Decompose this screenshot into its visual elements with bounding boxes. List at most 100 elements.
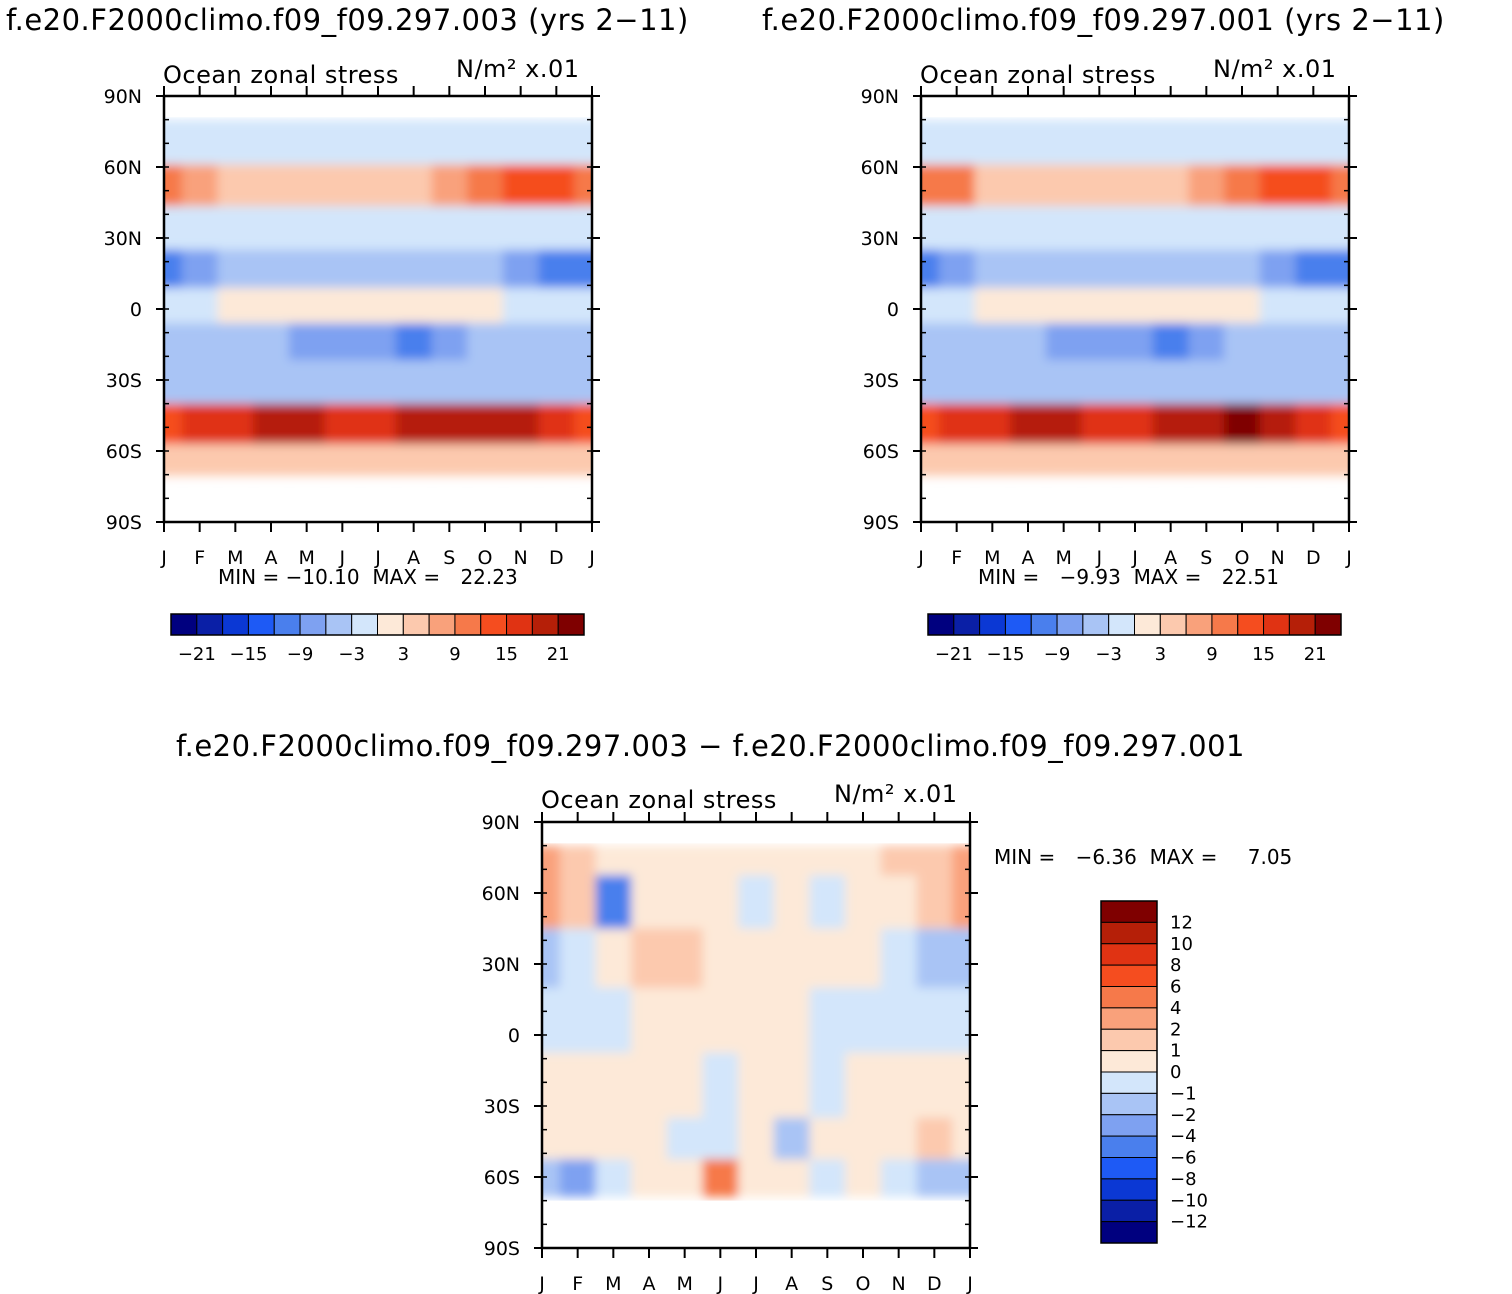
- left-ytick-label: 60N: [104, 157, 142, 179]
- right-xtick-label: S: [1200, 547, 1212, 569]
- right-cell: [1188, 359, 1226, 405]
- left-cell: [574, 403, 592, 445]
- right-colorbar-label: 9: [1206, 644, 1217, 665]
- diff-cell: [666, 1052, 704, 1119]
- right-colorbar-swatch: [979, 613, 1006, 636]
- diff-colorbar-label: −4: [1170, 1126, 1197, 1147]
- left-cell: [164, 403, 183, 445]
- diff-cell: [559, 845, 597, 877]
- right-cell: [1295, 164, 1333, 208]
- diff-cell: [773, 845, 811, 877]
- left-cell: [288, 206, 326, 251]
- left-cell: [395, 206, 433, 251]
- left-cell: [181, 359, 219, 405]
- diff-cell: [916, 987, 954, 1054]
- left-cell: [324, 287, 362, 325]
- left-xtick-label: S: [443, 547, 455, 569]
- right-cell: [1152, 164, 1190, 208]
- right-cell: [1331, 443, 1349, 476]
- diff-heatmap-cells: [542, 845, 970, 1197]
- left-cell: [395, 249, 433, 289]
- diff-land-mask: [542, 1200, 970, 1248]
- right-xtick-label: F: [951, 547, 962, 569]
- left-cell: [217, 249, 255, 289]
- left-cell: [253, 403, 290, 445]
- right-cell: [1259, 249, 1297, 289]
- left-cell: [360, 359, 397, 405]
- left-cell: [467, 287, 504, 325]
- left-cell: [467, 119, 504, 166]
- right-arctic-mask: [921, 96, 1349, 118]
- right-cell: [921, 359, 940, 405]
- left-cell: [360, 249, 397, 289]
- diff-cell: [631, 875, 668, 930]
- right-cell: [1152, 119, 1190, 166]
- diff-cell: [702, 928, 740, 989]
- left-cell: [502, 206, 540, 251]
- right-cell: [974, 359, 1012, 405]
- diff-colorbar-swatch: [1100, 1114, 1158, 1137]
- diff-cell: [880, 987, 918, 1054]
- right-xtick-label: J: [1096, 547, 1103, 569]
- left-ytick-label: 0: [130, 299, 142, 321]
- right-colorbar-swatch: [1263, 613, 1290, 636]
- diff-colorbar-label: 4: [1170, 998, 1181, 1019]
- left-ytick-label: 30N: [104, 228, 142, 250]
- diff-cell: [845, 1159, 882, 1197]
- diff-cell: [952, 987, 970, 1054]
- diff-cell: [845, 1117, 882, 1161]
- left-colorbar-swatch: [531, 613, 559, 636]
- left-cell: [253, 287, 290, 325]
- diff-cell: [542, 987, 561, 1054]
- left-cell: [538, 403, 576, 445]
- diff-cell: [773, 1052, 811, 1119]
- right-colorbar-swatch: [1314, 613, 1342, 636]
- diff-xtick-label: M: [676, 1273, 692, 1294]
- left-colorbar-swatch: [454, 613, 482, 636]
- left-cell: [360, 443, 397, 476]
- diff-cell: [880, 1117, 918, 1161]
- left-ytick-label: 60S: [106, 441, 142, 463]
- left-cell: [467, 443, 504, 476]
- left-cell: [288, 119, 326, 166]
- left-cell: [538, 164, 576, 208]
- right-cell: [1295, 323, 1333, 361]
- diff-colorbar-swatch: [1100, 943, 1158, 966]
- diff-cell: [880, 928, 918, 989]
- diff-cell: [631, 1159, 668, 1197]
- left-xtick-label: J: [160, 547, 167, 569]
- right-colorbar-swatch: [1211, 613, 1239, 636]
- right-xtick-label: M: [1055, 547, 1071, 569]
- diff-cell: [738, 928, 775, 989]
- right-xtick-label: J: [1131, 547, 1138, 569]
- left-colorbar-swatch: [299, 613, 327, 636]
- diff-cell: [809, 1117, 847, 1161]
- diff-cell: [738, 987, 775, 1054]
- diff-cell: [773, 1117, 811, 1161]
- right-cell: [1295, 443, 1333, 476]
- right-cell: [938, 249, 976, 289]
- left-ytick-label: 90S: [106, 512, 142, 534]
- left-heatmap: [164, 96, 592, 522]
- right-colorbar-label: 15: [1252, 644, 1275, 665]
- left-cell: [502, 403, 540, 445]
- right-cell: [974, 119, 1012, 166]
- left-cell: [431, 287, 469, 325]
- diff-cell: [666, 1159, 704, 1197]
- left-xtick-label: M: [227, 547, 243, 569]
- right-colorbar-label: −15: [986, 644, 1024, 665]
- left-xtick-label: A: [407, 547, 420, 569]
- right-cell: [974, 287, 1012, 325]
- left-colorbar-swatch: [325, 613, 353, 636]
- diff-cell: [542, 1117, 561, 1161]
- right-cell: [1045, 359, 1083, 405]
- diff-cell: [542, 928, 561, 989]
- diff-cell: [559, 1117, 597, 1161]
- left-cell: [288, 249, 326, 289]
- diff-cell: [773, 875, 811, 930]
- left-colorbar-frame: [170, 613, 585, 636]
- diff-cell: [809, 845, 847, 877]
- left-cell: [395, 323, 433, 361]
- diff-max-value: 7.05: [1247, 845, 1293, 869]
